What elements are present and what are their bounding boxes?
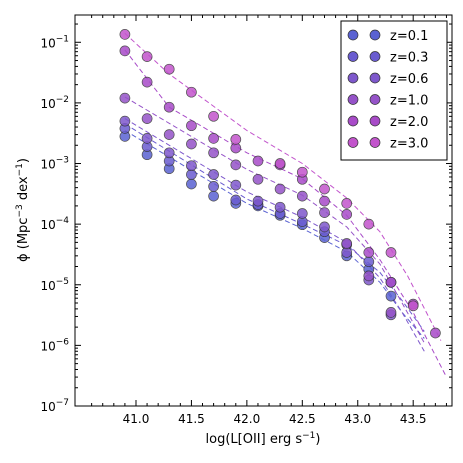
data-point [208,181,219,192]
y-tick-label: 10−6 [40,337,69,353]
x-axis-label: log(L[OII] erg s−1) [206,431,321,447]
legend-marker [347,94,359,105]
data-point [208,147,219,159]
legend-label: z=3.0 [390,137,428,152]
y-tick-label: 10−5 [40,277,69,293]
data-point [141,51,153,62]
data-point [430,327,441,339]
data-point [274,158,286,169]
legend-marker [369,29,381,41]
data-point [296,208,308,219]
data-point [186,138,197,150]
x-tick-label: 41.5 [178,412,205,426]
data-point [141,76,153,88]
legend-label: z=2.0 [390,115,428,130]
data-point [341,198,353,209]
fit-line [124,96,425,344]
legend-frame [340,20,448,161]
x-tick-label: 42.5 [289,412,316,426]
legend-marker [369,51,381,62]
y-tick-label: 10−1 [40,34,69,50]
data-point [163,147,175,159]
data-point [274,201,286,213]
plot-frame [74,14,453,407]
data-point [230,194,242,206]
legend-marker [369,94,381,105]
data-point [363,270,375,282]
data-point [296,190,308,202]
legend-marker [369,137,381,148]
data-point [252,155,264,167]
data-point [141,113,153,124]
legend-label: z=0.6 [390,72,428,87]
legend-label: z=1.0 [390,94,428,109]
y-tick-label: 10−7 [40,398,69,414]
data-point [163,101,175,113]
legend-marker [347,72,359,84]
legend-marker [347,115,359,127]
y-tick-label: 10−3 [40,156,69,172]
x-axis: 41.0 41.5 42.0 42.5 43.0 43.5 [91,15,447,426]
data-point [341,209,353,220]
fit-line [124,33,442,341]
data-point [230,134,242,145]
data-point [385,290,397,302]
x-tick-label: 43.0 [344,412,371,426]
x-tick-label: 42.0 [234,412,261,426]
legend-marker [347,29,359,41]
data-point [119,45,131,57]
data-point [208,169,219,180]
data-point [119,115,131,127]
data-point [407,300,419,312]
data-point [319,183,330,195]
data-point [319,221,330,233]
y-axis: 10−1 10−2 10−3 10−4 10−5 10−6 10−7 [40,23,452,414]
data-point [230,159,242,171]
data-point [163,129,175,140]
legend-marker [369,72,381,84]
y-tick-label: 10−4 [40,216,69,232]
fit-line [124,123,425,332]
data-point [208,110,219,122]
data-point [208,133,219,144]
data-point [141,133,153,144]
data-point [186,160,197,172]
legend-marker [347,137,359,148]
data-point [319,195,330,207]
data-point [186,86,197,98]
data-point [186,178,197,190]
data-point [119,92,131,104]
data-point [186,120,197,132]
y-tick-label: 10−2 [40,95,69,111]
legend-label: z=0.3 [390,51,428,66]
x-tick-label: 41.0 [123,412,150,426]
data-point [119,29,131,40]
data-point [252,173,264,185]
legend-marker [369,115,381,127]
data-point [230,179,242,191]
data-point [341,247,353,258]
legend-label: z=0.1 [390,29,428,44]
x-tick-label: 43.5 [400,412,427,426]
data-point [252,195,264,207]
data-point [296,166,308,178]
legend: z=0.1 z=0.3 z=0.6 z=1.0 z=2.0 z=3.0 [340,20,448,161]
data-point [385,276,397,288]
data-point [363,247,375,258]
legend-marker [347,51,359,62]
data-point [208,190,219,202]
data-point [341,238,353,249]
data-points [119,29,441,339]
data-point [385,247,397,258]
data-point [363,218,375,230]
data-point [319,207,330,218]
data-point [163,63,175,75]
data-point [385,307,397,318]
data-point [274,183,286,195]
y-axis-label: ϕ (Mpc−3 dex−1) [15,158,31,262]
data-point [363,256,375,268]
